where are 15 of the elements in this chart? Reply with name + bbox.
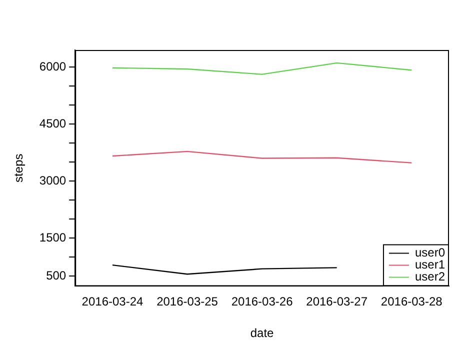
y-tick-label: 3000: [39, 173, 66, 188]
x-tick-label: 2016-03-26: [231, 294, 294, 309]
x-tick-label: 2016-03-25: [156, 294, 218, 309]
x-tick-label: 2016-03-27: [306, 294, 368, 309]
y-tick-label: 4500: [39, 116, 66, 130]
y-tick-label: 6000: [39, 59, 66, 74]
legend-label: user0: [414, 246, 446, 260]
x-tick-label: 2016-03-28: [380, 294, 443, 309]
legend-label: user2: [414, 270, 446, 284]
x-tick-label: 2016-03-24: [82, 294, 144, 309]
y-tick-label: 500: [46, 268, 66, 282]
x-axis-title: date: [250, 326, 274, 340]
legend-label: user1: [414, 258, 446, 272]
y-axis-title: steps: [12, 154, 26, 182]
y-tick-label: 1500: [39, 230, 66, 244]
